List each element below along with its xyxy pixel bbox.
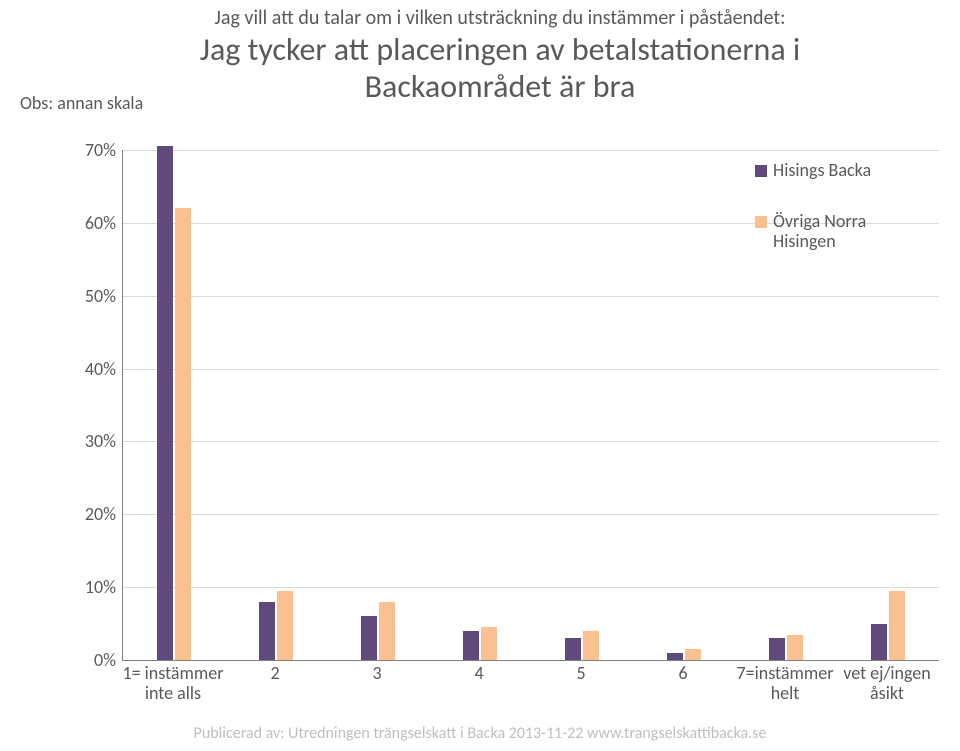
x-tick-label: vet ej/ingenåsikt	[836, 664, 938, 704]
slide: Obs: annan skala Jag vill att du talar o…	[0, 0, 960, 751]
bar	[583, 631, 599, 660]
y-tick-label: 20%	[70, 503, 116, 525]
bar	[379, 602, 395, 660]
bar	[787, 635, 803, 661]
bar	[889, 591, 905, 660]
y-tick-label: 60%	[70, 212, 116, 234]
y-tick-label: 50%	[70, 285, 116, 307]
bar	[259, 602, 275, 660]
y-tick-label: 30%	[70, 430, 116, 452]
footer: Publicerad av: Utredningen trängselskatt…	[0, 724, 960, 743]
bar	[565, 638, 581, 660]
bar	[667, 653, 683, 660]
title-big-line1: Jag tycker att placeringen av betalstati…	[200, 30, 800, 69]
gridline	[123, 296, 939, 297]
legend: Hisings Backa Övriga Norra Hisingen	[755, 160, 920, 282]
bar	[685, 649, 701, 660]
x-tick-label: 1= instämmerinte alls	[122, 664, 224, 704]
x-tick-label: 4	[428, 664, 530, 684]
legend-label: Övriga Norra Hisingen	[773, 211, 920, 252]
y-tick-label: 70%	[70, 139, 116, 161]
x-tick-label: 2	[224, 664, 326, 684]
y-tick-label: 0%	[70, 649, 116, 671]
x-tick-label: 5	[530, 664, 632, 684]
x-tick-label: 3	[326, 664, 428, 684]
gridline	[123, 514, 939, 515]
legend-item: Övriga Norra Hisingen	[755, 211, 920, 252]
gridline	[123, 150, 939, 151]
gridline	[123, 441, 939, 442]
legend-swatch	[755, 165, 767, 177]
title-big-line2: Backaområdet är bra	[365, 67, 636, 106]
bar	[277, 591, 293, 660]
bar	[769, 638, 785, 660]
x-tick-label: 7=instämmerhelt	[734, 664, 836, 704]
title-big: Jag tycker att placeringen av betalstati…	[100, 32, 900, 106]
bar	[157, 146, 173, 660]
bar	[463, 631, 479, 660]
title-block: Jag vill att du talar om i vilken utsträ…	[100, 6, 900, 106]
y-tick-label: 10%	[70, 576, 116, 598]
bar	[361, 616, 377, 660]
legend-label: Hisings Backa	[773, 160, 871, 181]
y-tick-label: 40%	[70, 358, 116, 380]
legend-swatch	[755, 216, 767, 228]
title-small: Jag vill att du talar om i vilken utsträ…	[100, 6, 900, 30]
bar	[871, 624, 887, 660]
gridline	[123, 369, 939, 370]
gridline	[123, 587, 939, 588]
legend-item: Hisings Backa	[755, 160, 920, 181]
bar	[175, 208, 191, 660]
bar	[481, 627, 497, 660]
x-tick-label: 6	[632, 664, 734, 684]
